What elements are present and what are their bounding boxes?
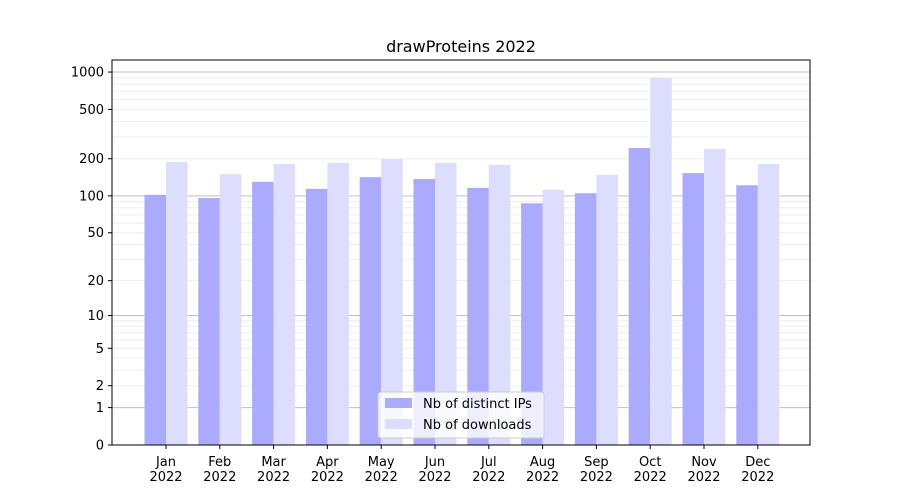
x-tick-label: 2022 — [526, 470, 559, 485]
bar-downloads — [327, 162, 349, 445]
bar-downloads — [542, 189, 565, 445]
plot-frame — [111, 59, 811, 446]
bar-ips — [305, 188, 328, 445]
x-tick-label: Apr — [316, 455, 339, 470]
bar-downloads — [273, 164, 296, 445]
y-tick-label: 2 — [96, 379, 104, 394]
bar-ips — [682, 173, 704, 445]
x-tick-label: 2022 — [472, 470, 505, 485]
y-tick-label: 1 — [96, 401, 104, 416]
bar-ips — [144, 194, 166, 445]
x-tick-label: 2022 — [687, 470, 720, 485]
legend-label: Nb of distinct IPs — [423, 397, 532, 412]
bar-downloads — [381, 158, 403, 445]
x-tick-label: Mar — [261, 455, 286, 470]
x-tick-label: May — [368, 455, 395, 470]
y-tick-label: 100 — [79, 189, 104, 204]
x-tick-label: Dec — [745, 455, 770, 470]
bar-ips — [467, 187, 489, 445]
x-tick-label: Oct — [639, 455, 661, 470]
legend-box — [377, 391, 545, 439]
bar-downloads — [704, 148, 726, 445]
y-tick-label: 500 — [79, 103, 104, 118]
bar-ips — [359, 177, 382, 445]
x-tick-label: Jun — [424, 455, 445, 470]
legend-swatch — [385, 398, 412, 408]
bar-ips — [628, 148, 651, 445]
x-tick-label: Jul — [480, 455, 497, 470]
legend: Nb of distinct IPs Nb of downloads — [377, 391, 545, 439]
x-tick-label: 2022 — [311, 470, 344, 485]
y-tick-label: 0 — [96, 439, 104, 454]
bar-downloads — [166, 162, 188, 445]
x-tick-label: 2022 — [418, 470, 451, 485]
y-tick-label: 200 — [79, 152, 104, 167]
bar-ips — [736, 185, 758, 445]
x-tick-label: 2022 — [365, 470, 398, 485]
y-tick-label: 50 — [87, 226, 104, 241]
y-tick-label: 1000 — [71, 66, 104, 81]
bar-downloads — [596, 174, 618, 446]
legend-label: Nb of downloads — [423, 418, 532, 433]
x-tick-label: Sep — [584, 455, 609, 470]
bar-ips — [574, 193, 597, 445]
bar-downloads — [757, 164, 780, 445]
x-tick-label: 2022 — [149, 470, 182, 485]
y-tick-label: 5 — [96, 342, 104, 357]
bar-ips — [252, 181, 274, 445]
bar-downloads — [488, 164, 511, 445]
x-tick-label: Jan — [155, 455, 176, 470]
x-tick-label: 2022 — [580, 470, 613, 485]
x-tick-label: Aug — [530, 455, 555, 470]
chart-title: drawProteins 2022 — [386, 37, 536, 56]
bar-downloads — [650, 77, 672, 445]
x-tick-label: Nov — [691, 455, 717, 470]
legend-swatch — [385, 419, 412, 429]
bar-ips — [198, 198, 220, 445]
bar-ips — [413, 179, 435, 445]
x-tick-label: 2022 — [634, 470, 667, 485]
x-tick-label: 2022 — [203, 470, 236, 485]
bar-downloads — [435, 162, 457, 445]
y-tick-label: 10 — [87, 309, 104, 324]
bar-downloads — [219, 174, 242, 445]
y-tick-label: 20 — [87, 274, 104, 289]
x-tick-label: Feb — [208, 455, 231, 470]
x-tick-label: 2022 — [257, 470, 290, 485]
bar-ips — [521, 203, 543, 445]
x-tick-label: 2022 — [741, 470, 774, 485]
